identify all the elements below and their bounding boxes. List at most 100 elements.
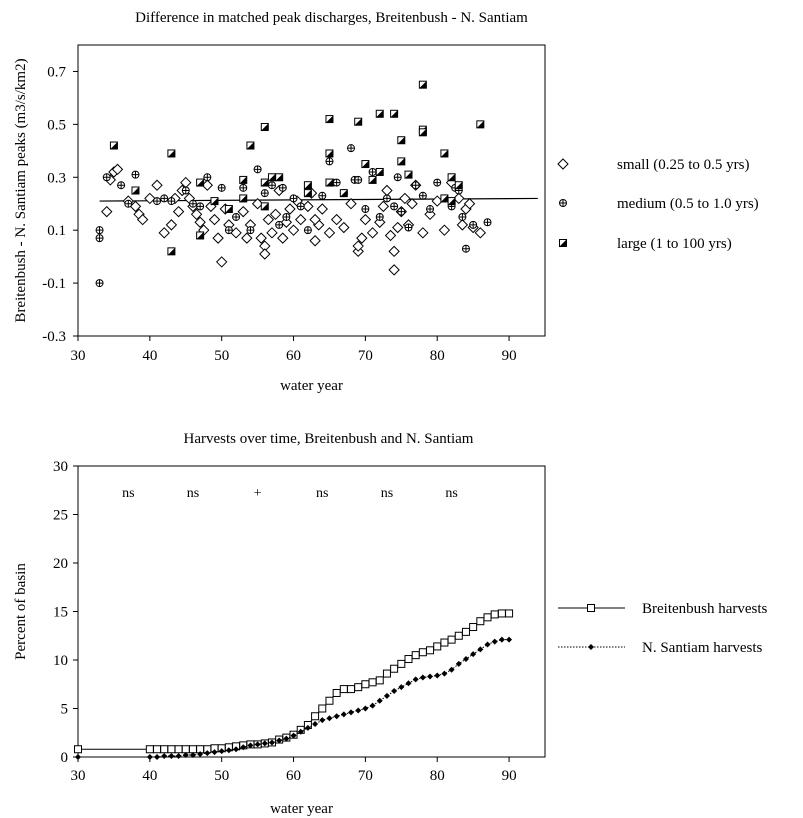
circle-plus-point-cross <box>239 184 247 192</box>
half-square-point-fill <box>196 231 204 239</box>
x-tick-label: 90 <box>502 348 517 364</box>
legend-circle-plus-marker-cross <box>559 199 567 207</box>
filled-diamond-point <box>197 751 204 758</box>
circle-plus-point <box>275 220 284 229</box>
circle-plus-point <box>181 186 190 195</box>
circle-plus-point-cross <box>290 194 298 202</box>
diamond-point <box>151 179 163 191</box>
diamond-point <box>101 205 113 218</box>
y-tick-label: 20 <box>53 556 68 572</box>
x-tick-label: 40 <box>142 348 157 364</box>
half-square-point-fill <box>354 118 362 126</box>
half-square-point-fill <box>376 168 384 176</box>
open-square-point <box>174 745 183 754</box>
diamond-point <box>352 240 364 252</box>
circle-plus-point <box>303 226 312 235</box>
x-tick-label: 30 <box>71 768 86 784</box>
half-square-point-fill <box>211 197 219 205</box>
circle-plus-point-cross <box>275 221 283 229</box>
half-square-point-fill <box>110 142 118 150</box>
x-axis-label: water year <box>270 801 333 817</box>
circle-plus-point-cross <box>469 221 477 229</box>
x-axis-label: water year <box>280 378 343 394</box>
open-square-point <box>469 623 478 632</box>
open-square-point <box>160 745 169 754</box>
open-square-point <box>497 609 506 618</box>
open-square-point <box>397 659 406 668</box>
significance-annotation: ns <box>316 486 328 501</box>
significance-annotation: ns <box>445 486 457 501</box>
diamond-point <box>277 232 289 244</box>
diamond-point <box>144 192 156 205</box>
half-square-point-fill <box>167 149 175 157</box>
y-tick-label: 25 <box>53 508 68 524</box>
circle-plus-point-cross <box>167 197 175 205</box>
circle-plus-point <box>102 173 111 182</box>
half-square-point <box>196 178 205 187</box>
diamond-point <box>208 213 221 226</box>
filled-diamond-point <box>355 707 362 714</box>
open-square-point <box>361 680 370 689</box>
circle-plus-point <box>239 183 248 192</box>
circle-plus-point-cross <box>376 213 384 221</box>
circle-plus-point-cross <box>189 200 197 208</box>
legend-half-square-marker <box>559 239 567 247</box>
circle-plus-point <box>393 173 402 182</box>
half-square-point <box>239 175 248 184</box>
filled-diamond-point <box>462 656 469 663</box>
half-square-point-fill <box>225 205 233 213</box>
filled-diamond-point <box>491 638 498 645</box>
significance-annotation: ns <box>187 486 199 501</box>
circle-plus-point-cross <box>304 226 312 234</box>
open-square-point <box>368 678 377 687</box>
chart-title: Harvests over time, Breitenbush and N. S… <box>184 431 474 447</box>
diamond-point <box>295 213 307 226</box>
diamond-point <box>237 205 249 218</box>
circle-plus-point-cross <box>279 184 287 192</box>
legend-diamond-marker <box>557 158 569 170</box>
circle-plus-point-cross <box>361 205 369 213</box>
half-square-point-fill <box>261 123 269 131</box>
circle-plus-point-cross <box>196 202 204 210</box>
half-square-point <box>404 170 413 179</box>
x-tick-label: 90 <box>502 768 517 784</box>
y-tick-label: -0.1 <box>42 276 66 292</box>
open-square-point <box>354 683 363 692</box>
diamond-point <box>384 229 397 242</box>
y-axis-label: Breitenbush - N. Santiam peaks (m3/s/km2… <box>13 58 29 322</box>
half-square-point-fill <box>455 181 463 189</box>
half-square-point-fill <box>304 189 312 197</box>
diamond-point <box>381 184 393 197</box>
half-square-point <box>476 120 485 129</box>
filled-diamond-point <box>398 684 405 691</box>
half-square-point-fill <box>196 179 204 187</box>
circle-plus-point <box>469 220 478 229</box>
harvest-chart: Harvests over time, Breitenbush and N. S… <box>13 431 768 817</box>
legend-filled-diamond-marker <box>588 644 594 650</box>
filled-diamond-point <box>441 670 448 677</box>
open-square-point <box>461 627 470 636</box>
filled-diamond-point <box>369 702 376 709</box>
diamond-point <box>359 213 372 226</box>
circle-plus-point <box>167 197 176 206</box>
y-tick-label: 10 <box>53 653 68 669</box>
open-square-point <box>476 617 485 626</box>
diamond-point <box>251 198 264 210</box>
legend-label: N. Santiam harvests <box>642 640 763 656</box>
half-square-point-fill <box>304 181 312 189</box>
filled-diamond-point <box>362 705 369 712</box>
circle-plus-point-cross <box>153 197 161 205</box>
series-filled-diamond <box>75 636 513 760</box>
filled-diamond-point <box>484 641 491 648</box>
y-tick-label: 0.1 <box>47 223 66 239</box>
y-tick-label: 0.7 <box>47 64 66 80</box>
circle-plus-point-cross <box>232 213 240 221</box>
circle-plus-point <box>397 207 406 216</box>
open-square-point <box>325 696 334 705</box>
diamond-point <box>474 227 487 239</box>
legend-label: medium (0.5 to 1.0 yrs) <box>617 196 759 212</box>
circle-plus-point <box>375 212 384 221</box>
circle-plus-point <box>282 212 291 221</box>
circle-plus-point <box>318 191 327 200</box>
scatter-points <box>95 80 492 288</box>
